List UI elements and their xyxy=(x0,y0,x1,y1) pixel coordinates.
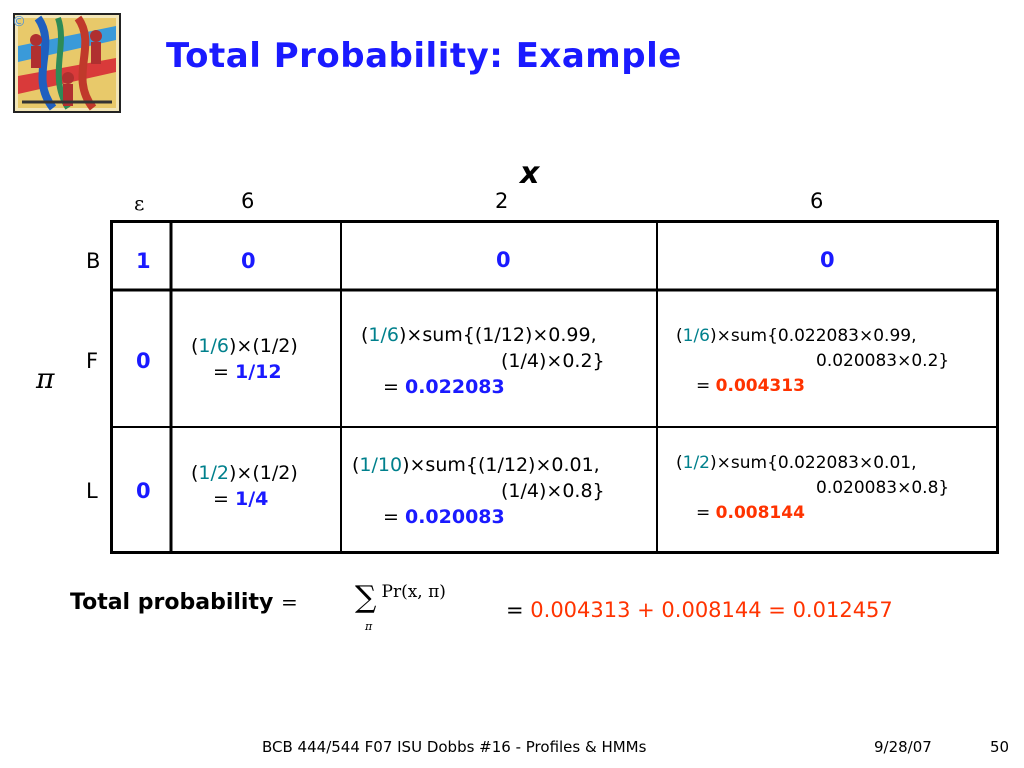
cell-result: 0.004313 xyxy=(715,376,805,396)
fraction: 1/2 xyxy=(198,462,229,484)
cell-b-3: 0 xyxy=(820,248,835,272)
init-value-b: 1 xyxy=(136,249,151,273)
cell-result: 0.008144 xyxy=(715,503,805,523)
fraction: 1/6 xyxy=(368,324,399,346)
fraction: 1/6 xyxy=(682,326,710,346)
pi-state-label: π xyxy=(36,362,55,395)
cell-l-1: (1/2)×(1/2) = 1/4 xyxy=(191,462,298,510)
footer-date: 9/28/07 xyxy=(874,738,932,756)
cell-l-3: (1/2)×sum{0.022083×0.01, 0.020083×0.8} =… xyxy=(676,453,950,523)
svg-text:©: © xyxy=(12,14,26,30)
fraction: 1/10 xyxy=(359,454,403,476)
cell-b-1: 0 xyxy=(241,249,256,273)
cell-result: 0.022083 xyxy=(404,376,505,398)
slide-title: Total Probability: Example xyxy=(166,36,682,76)
row-label-l: L xyxy=(86,479,98,503)
footer-course: BCB 444/544 F07 ISU Dobbs #16 - Profiles… xyxy=(262,738,647,756)
cell-l-2: (1/10)×sum{(1/12)×0.01, (1/4)×0.8} = 0.0… xyxy=(352,454,605,528)
fraction: 1/2 xyxy=(682,453,710,473)
init-value-f: 0 xyxy=(136,349,151,373)
clipart-image: © xyxy=(12,13,121,113)
row-label-f: F xyxy=(86,349,99,373)
column-header-3: 6 xyxy=(810,189,824,213)
sum-formula: ∑ Pr(x, π) π xyxy=(355,580,446,633)
cell-b-2: 0 xyxy=(496,248,511,272)
column-header-1: 6 xyxy=(241,189,255,213)
probability-table-grid xyxy=(110,220,999,554)
init-value-l: 0 xyxy=(136,479,151,503)
row-label-b: B xyxy=(86,249,101,273)
cell-f-3: (1/6)×sum{0.022083×0.99, 0.020083×0.2} =… xyxy=(676,326,950,396)
column-header-2: 2 xyxy=(495,189,509,213)
cell-f-2: (1/6)×sum{(1/12)×0.99, (1/4)×0.2} = 0.02… xyxy=(361,324,605,398)
cell-result: 1/12 xyxy=(234,361,282,383)
footer-page-number: 50 xyxy=(990,738,1010,756)
epsilon-header: ε xyxy=(134,191,145,215)
cell-result: 1/4 xyxy=(234,488,269,510)
cell-f-1: (1/6)×(1/2) = 1/12 xyxy=(191,335,298,383)
total-probability-result: = 0.004313 + 0.008144 = 0.012457 xyxy=(506,598,893,622)
x-sequence-label: x xyxy=(520,156,540,191)
total-probability-label: Total probability = xyxy=(70,590,298,615)
cell-result: 0.020083 xyxy=(404,506,505,528)
fraction: 1/6 xyxy=(198,335,229,357)
